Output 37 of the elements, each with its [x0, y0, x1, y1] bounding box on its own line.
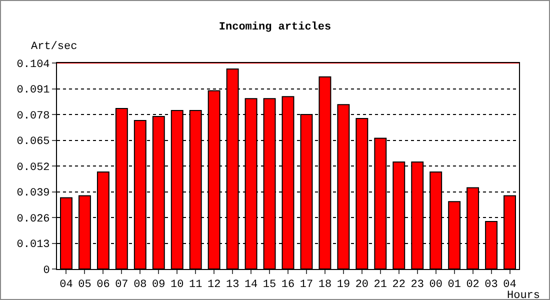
x-tick-label: 20: [355, 279, 369, 292]
x-tick-label: 08: [134, 279, 147, 292]
x-tick-label: 14: [244, 279, 258, 292]
x-tick-label: 04: [503, 279, 517, 292]
chart-title: Incoming articles: [218, 22, 332, 34]
x-tick-label: 07: [115, 279, 128, 292]
x-tick-label: 21: [374, 279, 388, 292]
x-axis-title: Hours: [507, 290, 540, 300]
y-tick-label: 0.065: [16, 136, 50, 148]
x-tick-label: 06: [96, 279, 110, 292]
x-tick-label: 11: [189, 279, 203, 292]
x-tick-label: 19: [336, 279, 350, 292]
x-tick-label: 01: [448, 279, 462, 292]
y-tick-label: 0.091: [16, 84, 50, 97]
y-tick-label: 0.013: [16, 239, 50, 252]
x-tick-label: 16: [281, 279, 295, 292]
y-tick-label: 0.039: [16, 188, 50, 200]
x-tick-label: 02: [466, 279, 480, 292]
x-tick-label: 13: [226, 279, 240, 292]
y-tick-label: 0.052: [16, 162, 50, 174]
x-tick-label: 10: [170, 279, 184, 292]
x-tick-label: 00: [429, 279, 442, 292]
x-tick-label: 12: [207, 279, 221, 292]
x-tick-label: 23: [410, 279, 424, 292]
x-tick-label: 05: [78, 279, 92, 292]
text: 0: [43, 264, 50, 277]
y-tick-label: 0.078: [16, 110, 50, 122]
x-tick-label: 18: [318, 279, 332, 292]
y-axis-title: Art/sec: [31, 41, 78, 53]
x-tick-label: 15: [262, 279, 276, 292]
x-tick-label: 22: [392, 279, 406, 292]
y-tick-label: 0.026: [16, 213, 50, 226]
x-tick-label: 09: [152, 279, 166, 292]
y-tick-label: 0.104: [16, 58, 50, 71]
x-tick-label: 17: [300, 279, 314, 292]
x-tick-label: 03: [484, 279, 498, 292]
x-tick-label: 04: [60, 279, 74, 292]
